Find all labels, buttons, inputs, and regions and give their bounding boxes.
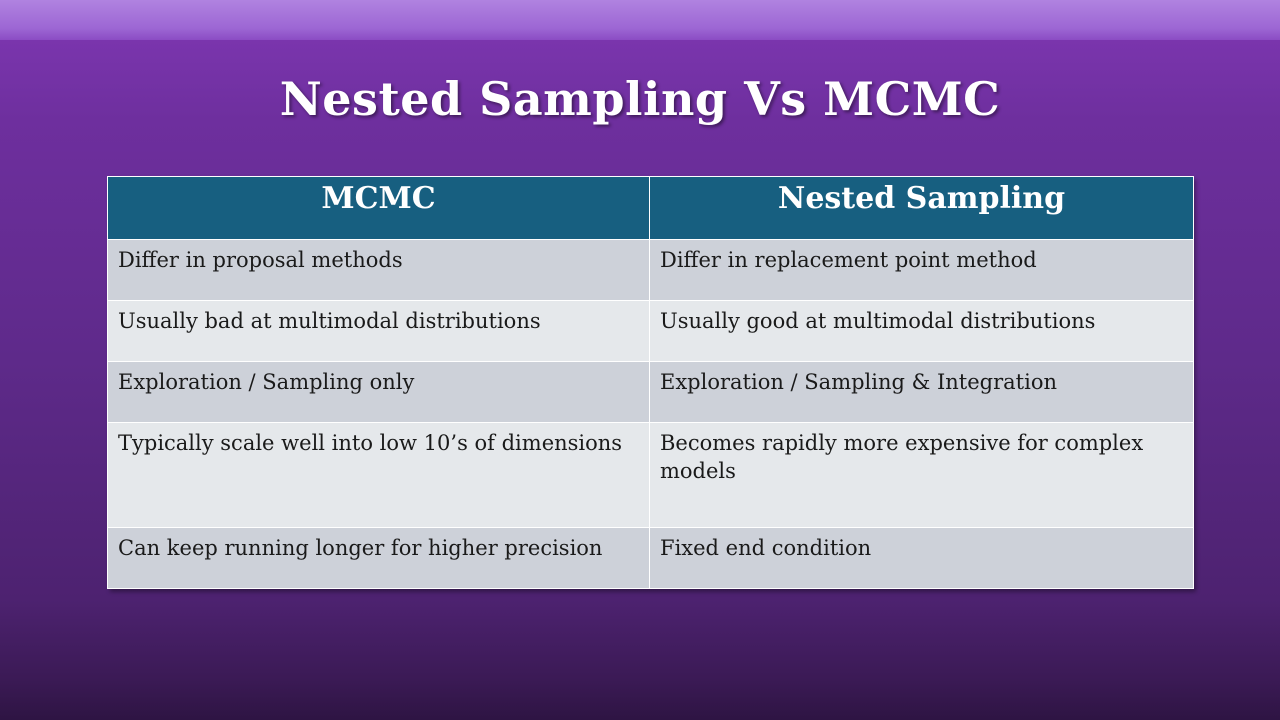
table-cell-mcmc: Differ in proposal methods xyxy=(107,239,650,301)
table-cell-mcmc: Usually bad at multimodal distributions xyxy=(107,300,650,362)
table-row: Usually bad at multimodal distributions … xyxy=(107,300,1194,362)
table-cell-nested: Exploration / Sampling & Integration xyxy=(649,361,1194,423)
table-cell-mcmc: Exploration / Sampling only xyxy=(107,361,650,423)
slide-title: Nested Sampling Vs MCMC xyxy=(279,72,1001,126)
table-cell-mcmc: Can keep running longer for higher preci… xyxy=(107,527,650,589)
table-cell-mcmc: Typically scale well into low 10’s of di… xyxy=(107,422,650,528)
table-header-row: MCMC Nested Sampling xyxy=(107,176,1194,240)
table-cell-nested: Becomes rapidly more expensive for compl… xyxy=(649,422,1194,528)
table-row: Can keep running longer for higher preci… xyxy=(107,527,1194,589)
column-header-mcmc: MCMC xyxy=(107,176,650,240)
table-row: Differ in proposal methods Differ in rep… xyxy=(107,239,1194,301)
comparison-table: MCMC Nested Sampling Differ in proposal … xyxy=(107,176,1194,589)
table-cell-nested: Fixed end condition xyxy=(649,527,1194,589)
comparison-table-container: MCMC Nested Sampling Differ in proposal … xyxy=(107,176,1194,589)
table-row: Exploration / Sampling only Exploration … xyxy=(107,361,1194,423)
table-row: Typically scale well into low 10’s of di… xyxy=(107,422,1194,528)
table-cell-nested: Usually good at multimodal distributions xyxy=(649,300,1194,362)
column-header-nested-sampling: Nested Sampling xyxy=(649,176,1194,240)
title-bar-band xyxy=(0,0,1280,40)
table-cell-nested: Differ in replacement point method xyxy=(649,239,1194,301)
